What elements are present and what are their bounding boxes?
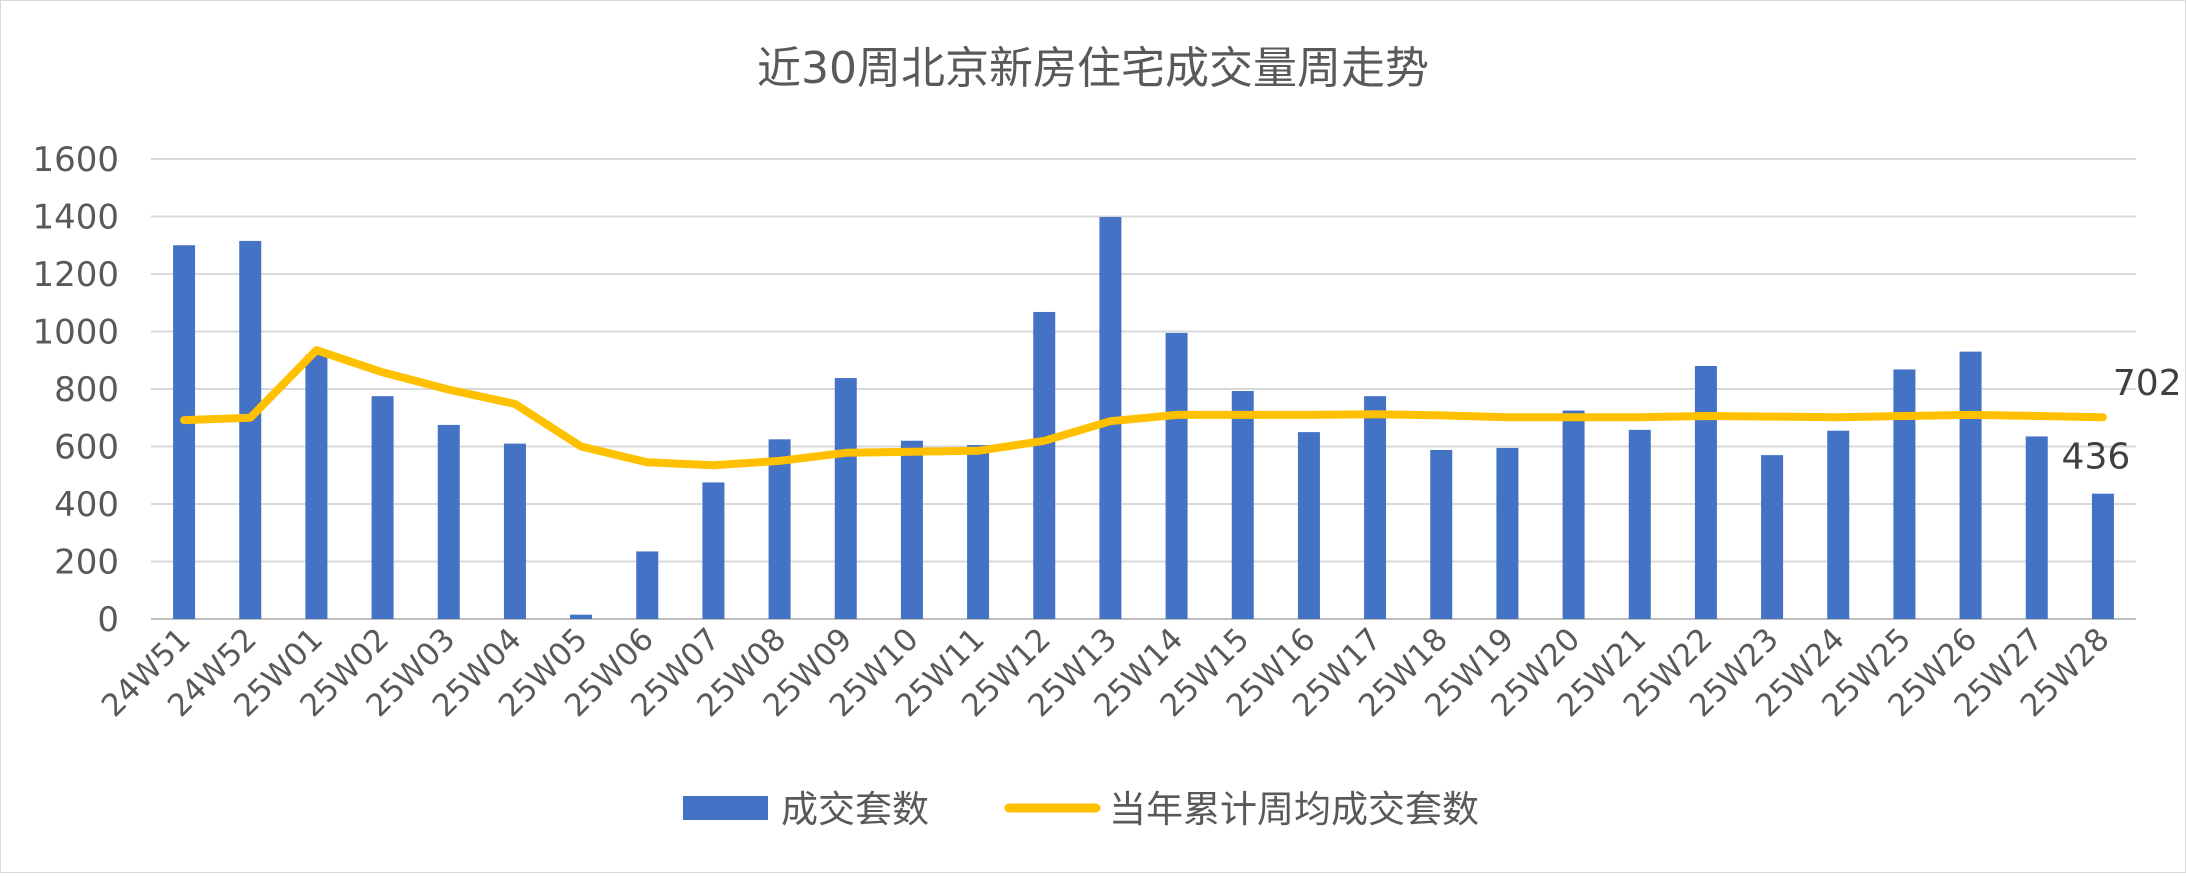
legend-swatch-bar (683, 796, 768, 820)
x-axis-tick-labels: 24W5124W5225W0125W0225W0325W0425W0525W06… (95, 621, 2117, 724)
y-tick-label: 0 (97, 600, 119, 640)
legend-label-line: 当年累计周均成交套数 (1109, 788, 1479, 831)
bar (834, 378, 857, 619)
bar (1297, 432, 1320, 619)
bar (636, 551, 659, 619)
bar (570, 614, 593, 619)
y-tick-label: 200 (54, 543, 119, 583)
y-tick-label: 1400 (32, 198, 119, 238)
bar (1959, 351, 1982, 619)
y-tick-label: 1200 (32, 255, 119, 295)
bar (1628, 429, 1651, 619)
bar (371, 396, 394, 619)
bar (173, 245, 196, 619)
bar (1231, 391, 1254, 619)
bar-data-label: 436 (2062, 437, 2131, 478)
bar (437, 424, 460, 619)
bar (1562, 410, 1585, 619)
bar (768, 439, 791, 619)
bar (1893, 369, 1916, 619)
bar-series (173, 217, 2114, 619)
y-tick-label: 400 (54, 485, 119, 525)
y-tick-label: 800 (54, 370, 119, 410)
bar (1364, 396, 1387, 619)
y-tick-label: 1000 (32, 313, 119, 353)
data-labels: 702 436 (2062, 363, 2182, 477)
bar (1827, 430, 1850, 619)
bar (1033, 311, 1056, 619)
bar (1430, 449, 1453, 619)
bar (305, 354, 328, 619)
chart-title: 近30周北京新房住宅成交量周走势 (757, 43, 1429, 94)
line-data-label: 702 (2113, 363, 2182, 404)
bar (2025, 436, 2048, 619)
bar (503, 443, 526, 619)
bar (1496, 447, 1519, 619)
bar (239, 240, 262, 619)
y-axis-tick-labels: 0 200 400 600 800 1000 1200 1400 1600 (32, 140, 119, 640)
legend-label-bar: 成交套数 (781, 788, 929, 831)
bar (1761, 455, 1784, 619)
bar (900, 440, 923, 619)
bar (2091, 493, 2114, 619)
bar (1694, 366, 1717, 619)
y-tick-label: 600 (54, 428, 119, 468)
legend: 成交套数 当年累计周均成交套数 (683, 788, 1479, 831)
bar (967, 445, 990, 619)
line-series (180, 346, 2107, 470)
bar (702, 482, 725, 619)
series-line (180, 346, 2107, 470)
y-tick-label: 1600 (32, 140, 119, 180)
gridlines (151, 158, 2136, 620)
bar (1165, 332, 1188, 619)
